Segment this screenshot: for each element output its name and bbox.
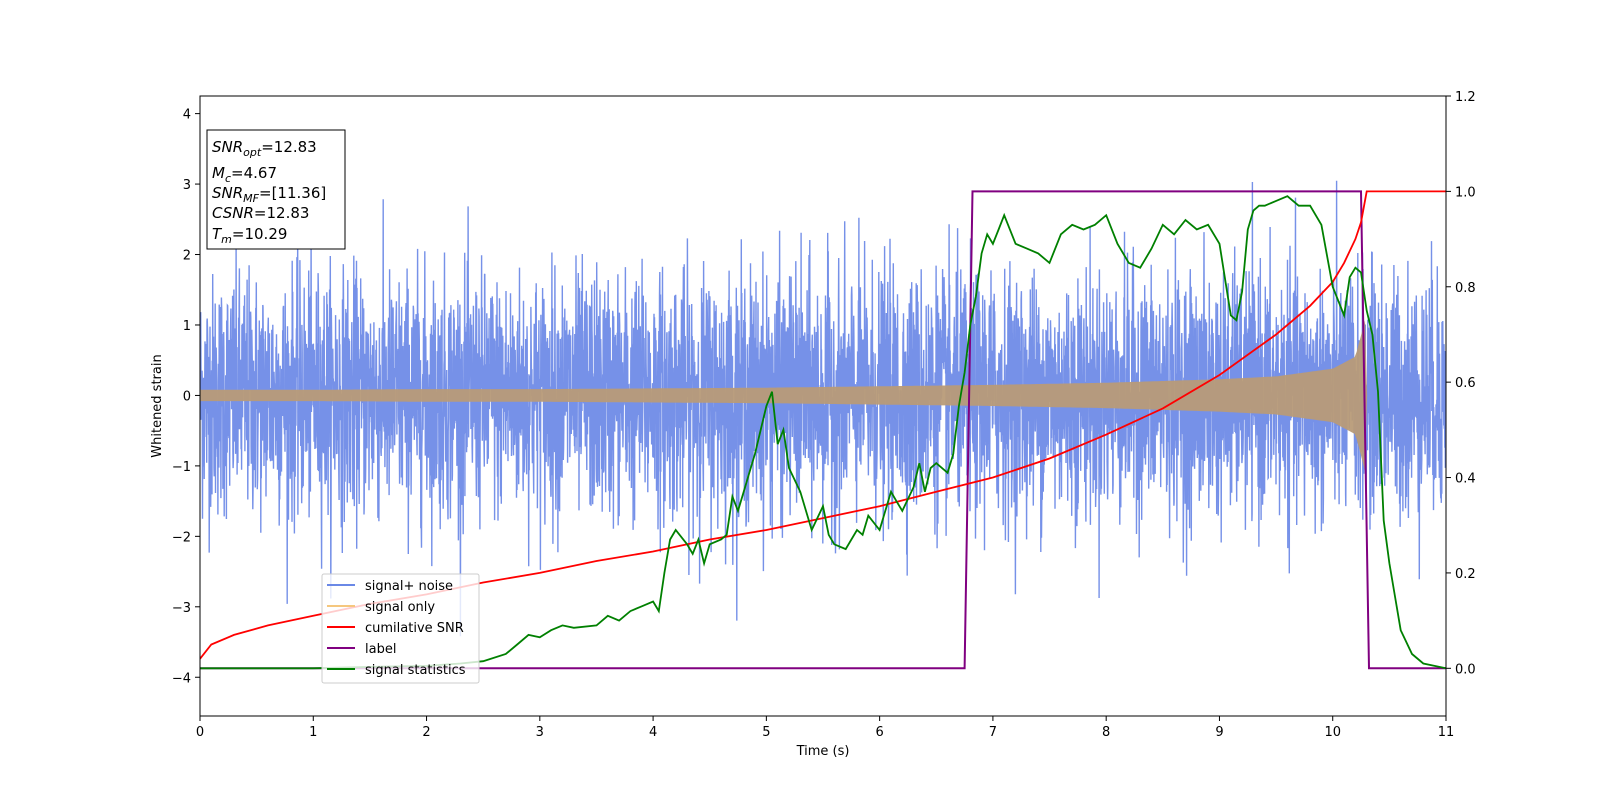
x-tick-label: 11: [1438, 725, 1455, 740]
y-axis-label: Whitened strain: [150, 354, 165, 457]
x-tick-label: 2: [422, 725, 430, 740]
y-tick-label-right: 1.2: [1455, 90, 1476, 105]
x-tick-label: 3: [536, 725, 544, 740]
info-tm: Tm=10.29: [212, 225, 287, 246]
x-tick-label: 6: [875, 725, 883, 740]
y-tick-label-right: 0.8: [1455, 281, 1476, 296]
y-tick-label-right: 1.0: [1455, 185, 1476, 200]
legend-label-label: label: [365, 642, 396, 657]
series-label: [200, 190, 1446, 670]
legend-label-signal-only: signal only: [365, 600, 435, 615]
y-tick-label-right: 0.6: [1455, 376, 1476, 391]
y-tick-label-left: 0: [183, 389, 191, 404]
y-tick-label-right: 0.2: [1455, 567, 1476, 582]
info-mc: Mc=4.67: [212, 164, 277, 185]
x-tick-label: 5: [762, 725, 770, 740]
legend-label-signal-statistics: signal statistics: [365, 663, 466, 678]
x-tick-label: 9: [1215, 725, 1223, 740]
x-tick-label: 4: [649, 725, 657, 740]
y-tick-label-left: −1: [172, 460, 191, 475]
x-axis: 0 1 2 3 4 5 6 7 8 9 10 11: [196, 716, 1454, 740]
info-box: SNRopt=12.83 Mc=4.67 SNRMF=[11.36] CSNR=…: [206, 129, 346, 250]
y-tick-label-left: 2: [183, 249, 191, 264]
legend-label-cumulative-snr: cumilative SNR: [365, 621, 464, 636]
info-snr-opt: SNRopt=12.83: [212, 138, 317, 159]
info-snr-mf: SNRMF=[11.36]: [212, 184, 326, 205]
x-tick-label: 1: [309, 725, 317, 740]
plot-frame: [199, 95, 1447, 717]
y-tick-label-left: 1: [183, 319, 191, 334]
x-tick-label: 8: [1102, 725, 1110, 740]
y-axis-right: 0.0 0.2 0.4 0.6 0.8 1.0 1.2: [1446, 90, 1476, 677]
x-axis-label: Time (s): [796, 744, 850, 759]
y-tick-label-right: 0.0: [1455, 662, 1476, 677]
y-tick-label-right: 0.4: [1455, 472, 1476, 487]
x-tick-label: 0: [196, 725, 204, 740]
y-tick-label-left: 4: [183, 108, 191, 123]
y-axis-left: −4 −3 −2 −1 0 1 2 3 4: [172, 108, 200, 686]
series-signal-only: [200, 320, 1446, 471]
info-csnr: CSNR=12.83: [212, 204, 309, 222]
y-tick-label-left: −2: [172, 530, 191, 545]
series-signal-statistics: [200, 195, 1446, 670]
y-tick-label-left: −4: [172, 671, 191, 686]
legend: signal+ noise signal only cumilative SNR…: [321, 573, 480, 684]
x-tick-label: 7: [989, 725, 997, 740]
y-tick-label-left: 3: [183, 178, 191, 193]
y-tick-label-left: −3: [172, 601, 191, 616]
legend-label-signal-noise: signal+ noise: [365, 579, 453, 594]
x-tick-label: 10: [1324, 725, 1341, 740]
